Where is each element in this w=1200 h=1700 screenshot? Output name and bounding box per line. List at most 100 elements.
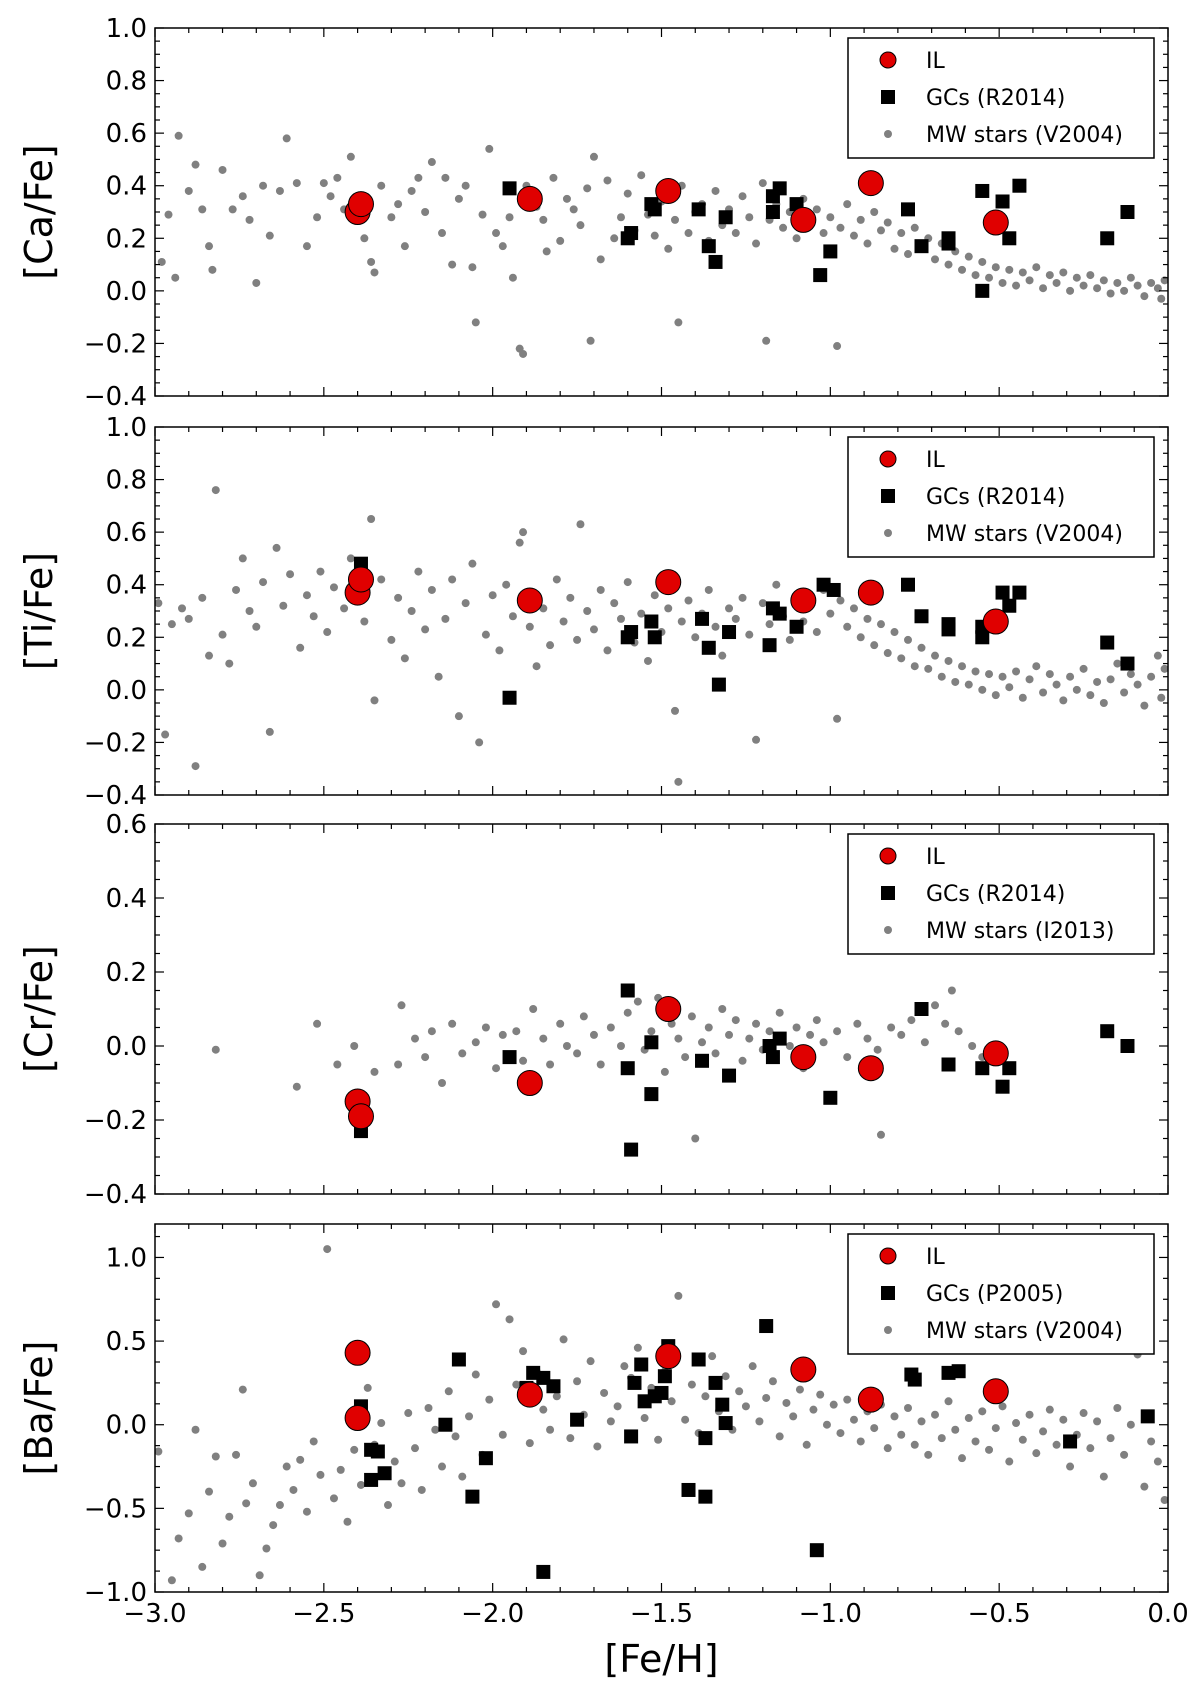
- mw-star-point: [738, 593, 747, 602]
- il-point: [857, 1386, 884, 1413]
- mw-star-point: [704, 1023, 713, 1032]
- mw-star-point: [218, 1539, 227, 1548]
- il-point: [347, 1103, 374, 1130]
- mw-star-point: [302, 591, 311, 600]
- mw-star-point: [309, 1437, 318, 1446]
- mw-star-point: [508, 612, 517, 621]
- gc-point: [772, 1031, 787, 1046]
- legend-mw-marker: [884, 1326, 892, 1334]
- plot-area: [211, 983, 1135, 1157]
- mw-star-point: [515, 538, 524, 547]
- y-tick-label: 0.0: [106, 676, 147, 706]
- mw-star-point: [843, 1395, 852, 1404]
- gc-point: [364, 1472, 379, 1487]
- y-tick-label: −0.2: [84, 728, 147, 758]
- il-point: [982, 209, 1009, 236]
- mw-star-point: [512, 1380, 521, 1389]
- mw-star-point: [495, 646, 504, 655]
- mw-star-point: [265, 231, 274, 240]
- y-tick-label: −0.4: [84, 382, 147, 412]
- mw-star-point: [390, 1457, 399, 1466]
- mw-star-point: [897, 1030, 906, 1039]
- y-tick-label: 0.2: [106, 623, 147, 653]
- mw-star-point: [242, 1499, 251, 1508]
- y-tick-label: 0.8: [106, 67, 147, 97]
- mw-star-point: [458, 1472, 467, 1481]
- mw-star-point: [218, 165, 227, 174]
- mw-star-point: [238, 1385, 247, 1394]
- mw-star-point: [785, 635, 794, 644]
- mw-star-point: [752, 1019, 761, 1028]
- gc-point: [759, 1319, 774, 1334]
- mw-star-point: [424, 1404, 433, 1412]
- mw-star-point: [218, 630, 227, 639]
- mw-star-point: [1160, 664, 1168, 673]
- legend-mw-marker: [884, 529, 892, 537]
- mw-star-point: [1086, 271, 1095, 280]
- series-circle-red: [344, 996, 1009, 1130]
- mw-star-point: [1079, 664, 1088, 673]
- gc-point: [907, 1372, 922, 1387]
- mw-star-point: [964, 680, 973, 689]
- mw-star-point: [836, 596, 845, 605]
- mw-star-point: [1012, 667, 1021, 676]
- mw-star-point: [674, 777, 683, 786]
- mw-star-point: [519, 528, 528, 537]
- mw-star-point: [302, 1507, 311, 1516]
- mw-star-point: [1140, 701, 1149, 710]
- mw-star-point: [1045, 271, 1054, 280]
- mw-star-point: [1086, 691, 1095, 700]
- mw-star-point: [488, 591, 497, 600]
- mw-star-point: [573, 1377, 582, 1386]
- gc-point: [941, 617, 956, 632]
- mw-star-point: [684, 596, 693, 605]
- mw-star-point: [407, 607, 416, 615]
- mw-star-point: [238, 192, 247, 201]
- il-point: [857, 170, 884, 197]
- mw-star-point: [833, 1027, 842, 1036]
- mw-star-point: [549, 173, 558, 182]
- legend-il-marker: [879, 847, 897, 865]
- mw-star-point: [387, 635, 396, 644]
- mw-star-point: [417, 1485, 426, 1494]
- gc-point: [370, 1444, 385, 1459]
- gc-point: [620, 983, 635, 998]
- mw-star-point: [853, 1019, 862, 1028]
- mw-star-point: [1157, 693, 1166, 702]
- mw-star-point: [755, 1417, 764, 1426]
- mw-star-point: [856, 1437, 865, 1446]
- mw-star-point: [958, 662, 967, 671]
- mw-star-point: [897, 229, 906, 238]
- legend-entry-label: IL: [926, 49, 945, 74]
- mw-star-point: [944, 1397, 953, 1406]
- mw-star-point: [633, 1343, 642, 1352]
- mw-star-point: [698, 1038, 707, 1047]
- mw-star-point: [829, 1400, 838, 1409]
- legend-box: [847, 833, 1155, 955]
- mw-star-point: [1153, 651, 1162, 660]
- mw-star-point: [205, 1487, 214, 1496]
- mw-star-point: [319, 179, 328, 188]
- mw-star-point: [232, 585, 241, 594]
- mw-star-point: [1099, 1472, 1108, 1481]
- mw-star-point: [1018, 1435, 1027, 1444]
- mw-star-point: [863, 614, 872, 623]
- mw-star-point: [890, 628, 899, 637]
- mw-star-point: [985, 670, 994, 679]
- mw-star-point: [978, 685, 987, 694]
- mw-star-point: [205, 242, 214, 251]
- mw-star-point: [566, 1434, 575, 1443]
- mw-star-point: [606, 1417, 615, 1426]
- mw-star-point: [184, 186, 193, 195]
- mw-star-point: [1093, 677, 1102, 686]
- mw-star-point: [573, 1049, 582, 1058]
- mw-star-point: [383, 1501, 392, 1510]
- mw-star-point: [272, 543, 281, 552]
- mw-star-point: [546, 1425, 555, 1434]
- mw-star-point: [414, 567, 423, 576]
- mw-star-point: [414, 173, 423, 182]
- mw-star-point: [155, 1447, 163, 1456]
- mw-star-point: [674, 318, 683, 327]
- il-point: [516, 587, 543, 614]
- mw-star-point: [725, 1030, 734, 1039]
